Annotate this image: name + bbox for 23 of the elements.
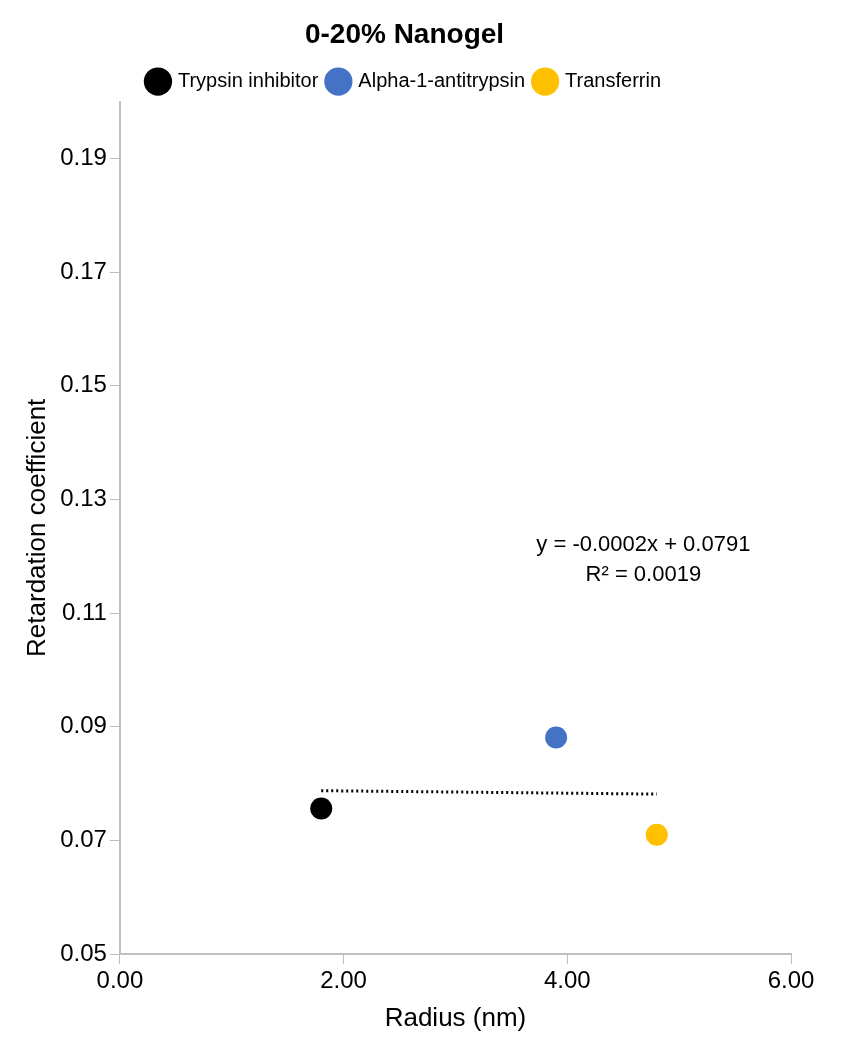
- point: [310, 797, 333, 820]
- x-tick-label: 2.00: [320, 966, 367, 994]
- point: [645, 823, 668, 846]
- y-tick-label: 0.19: [60, 143, 107, 171]
- legend-label: Alpha-1-antitrypsin: [358, 69, 526, 92]
- point: [545, 726, 568, 749]
- x-axis-title: Radius (nm): [384, 1001, 527, 1032]
- x-tick-label: 6.00: [767, 966, 815, 994]
- y-tick-label: 0.07: [60, 824, 107, 852]
- x-tick-label: 0.00: [96, 966, 144, 994]
- legend-label: Transferrin: [565, 69, 662, 92]
- y-axis-title: Retardation coefficient: [20, 397, 51, 657]
- y-tick-label: 0.11: [61, 597, 107, 625]
- y-tick-label: 0.17: [60, 256, 107, 284]
- y-tick-label: 0.05: [60, 938, 107, 966]
- y-tick-label: 0.15: [60, 370, 107, 398]
- y-tick-label: 0.13: [60, 484, 107, 512]
- chart-title: 0-20% Nanogel: [304, 17, 505, 49]
- annotation: y = -0.0002x + 0.0791: [536, 530, 751, 556]
- legend-label: Trypsin inhibitor: [177, 69, 319, 92]
- x-tick-label: 4.00: [543, 966, 591, 994]
- y-tick-label: 0.09: [60, 711, 107, 739]
- annotation: R² = 0.0019: [585, 560, 702, 586]
